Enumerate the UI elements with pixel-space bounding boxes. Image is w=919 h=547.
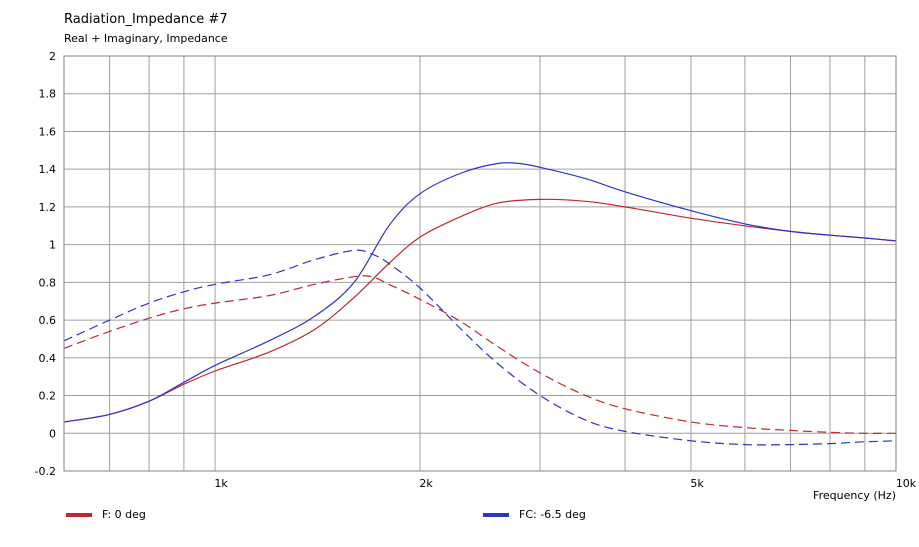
y-tick-label: 0.8 — [39, 276, 57, 289]
legend-item-fc: FC: -6.5 deg — [483, 508, 586, 521]
y-tick-label: 0.2 — [39, 390, 57, 403]
x-tick-label: 1k — [214, 477, 228, 490]
x-tick-labels: 1k 2k 5k 10k — [214, 477, 916, 490]
y-tick-label: 0.6 — [39, 314, 57, 327]
x-tick-label: 5k — [690, 477, 704, 490]
series-line-fc-real — [63, 162, 897, 423]
legend-swatch-f — [66, 512, 92, 517]
y-tick-label: 0 — [49, 427, 56, 440]
y-tick-label: 1.2 — [39, 201, 57, 214]
series-lines — [63, 162, 897, 446]
legend-label-fc: FC: -6.5 deg — [519, 508, 586, 521]
legend-swatch-fc — [483, 512, 509, 517]
plot-frame — [63, 55, 897, 472]
y-tick-label: 1 — [49, 239, 56, 252]
y-tick-label: 1.4 — [39, 163, 57, 176]
series-line-fc-imaginary — [63, 249, 897, 446]
series-line-f-imaginary — [63, 275, 897, 434]
grid-lines — [64, 55, 897, 472]
x-tick-label: 10k — [896, 477, 917, 490]
chart-title: Radiation_Impedance #7 — [64, 12, 228, 27]
x-axis-label: Frequency (Hz) — [813, 489, 896, 502]
y-tick-label: 0.4 — [39, 352, 57, 365]
y-tick-label: 2 — [49, 50, 56, 63]
chart-subtitle: Real + Imaginary, Impedance — [64, 32, 228, 45]
y-tick-label: -0.2 — [35, 465, 56, 478]
legend-item-f: F: 0 deg — [66, 508, 146, 521]
y-tick-labels: -0.2 0 0.2 0.4 0.6 0.8 1 1.2 1.4 1.6 1.8 2 — [35, 50, 56, 478]
series-line-f-real — [63, 198, 897, 423]
y-tick-label: 1.8 — [39, 88, 57, 101]
y-tick-label: 1.6 — [39, 125, 57, 138]
legend-label-f: F: 0 deg — [102, 508, 146, 521]
x-tick-label: 2k — [419, 477, 433, 490]
